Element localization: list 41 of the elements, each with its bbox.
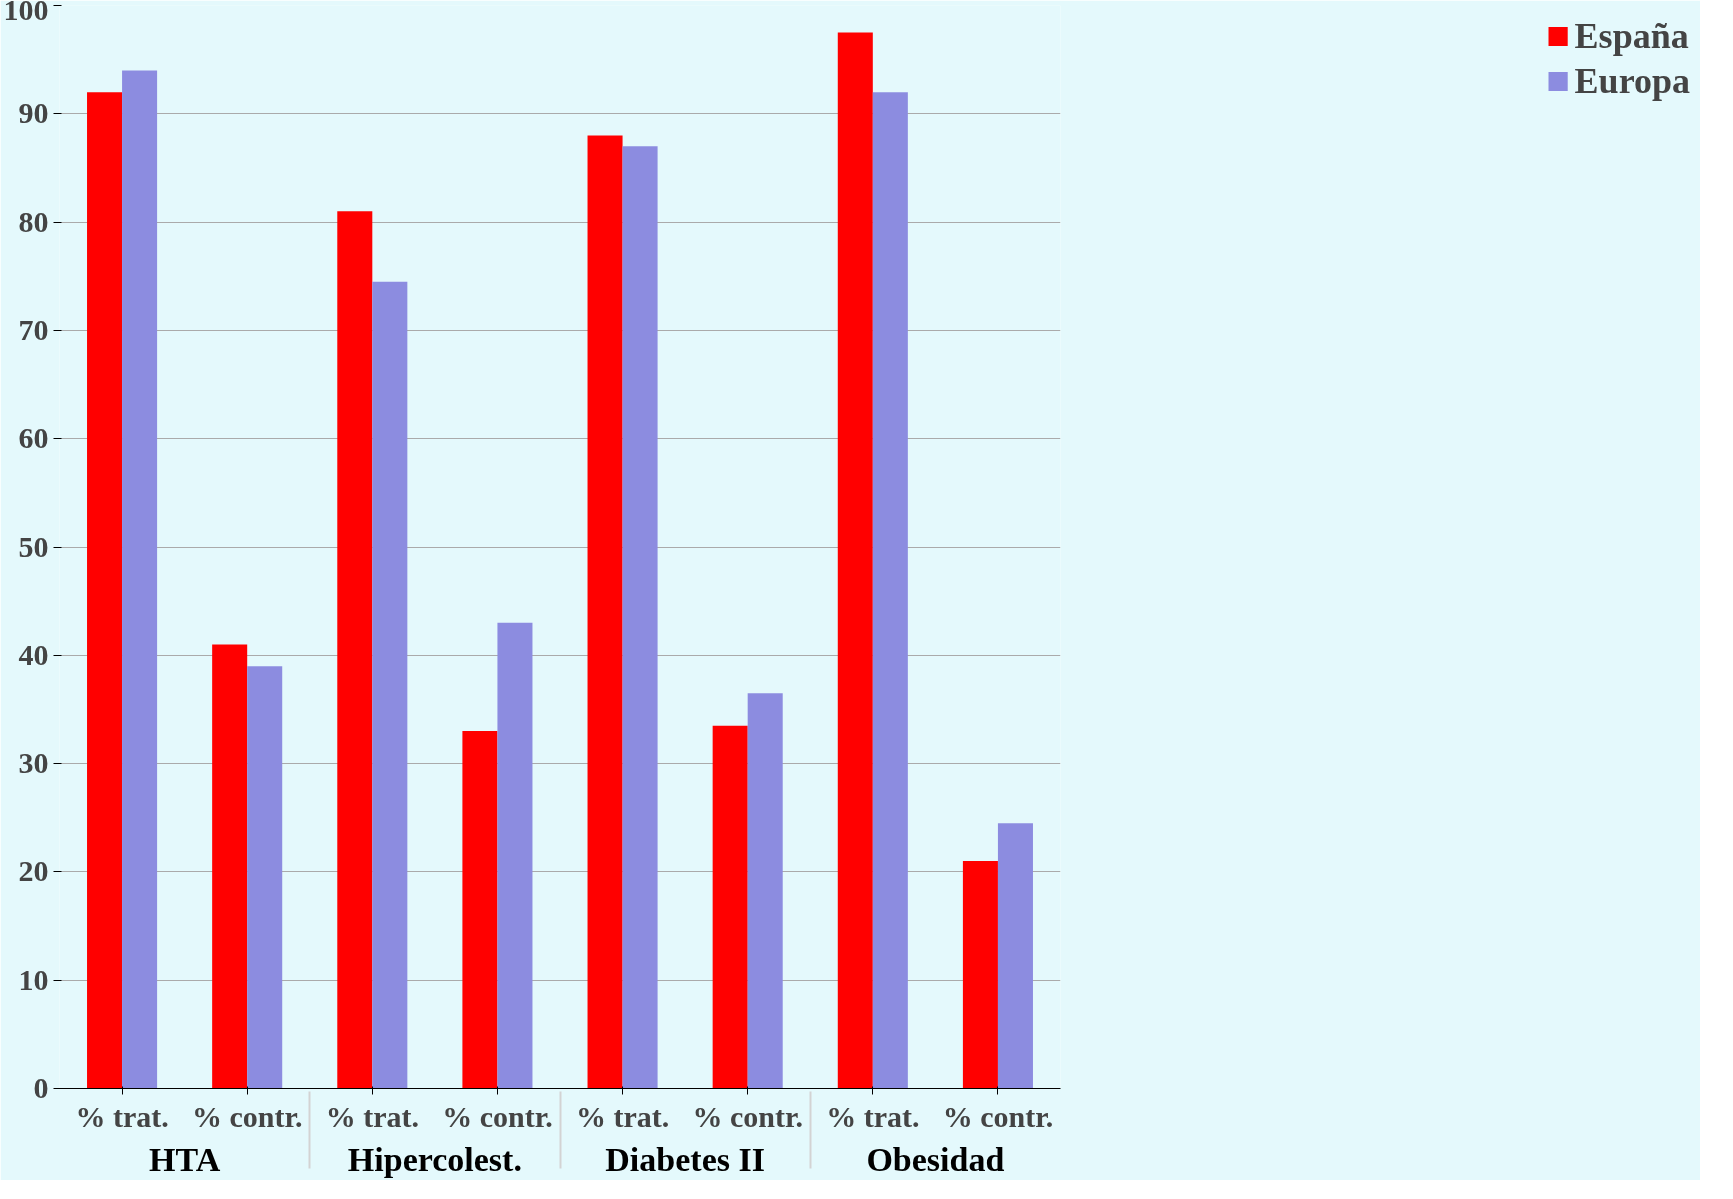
x-tick-label: % trat. xyxy=(826,1099,920,1133)
y-tick-label: 100 xyxy=(3,0,49,26)
x-tick-label: % trat. xyxy=(75,1099,169,1133)
bar xyxy=(622,146,658,1089)
bar xyxy=(837,32,873,1089)
x-tick-label: % contr. xyxy=(442,1099,553,1133)
y-tick-label: 20 xyxy=(18,854,49,888)
bar xyxy=(872,92,908,1089)
y-tick-label: 60 xyxy=(18,421,49,455)
text: Diabetes II xyxy=(605,1140,765,1178)
x-tick-label: % trat. xyxy=(575,1099,670,1133)
bar xyxy=(337,211,373,1089)
bar xyxy=(212,644,248,1089)
y-tick-label: 80 xyxy=(18,204,49,238)
legend-label: Europa xyxy=(1574,60,1690,102)
y-tick-label: 30 xyxy=(18,746,49,780)
bar xyxy=(587,135,623,1089)
y-tick-label: 10 xyxy=(18,962,49,996)
x-tick-label: % contr. xyxy=(942,1099,1054,1133)
bar xyxy=(87,92,123,1089)
y-tick-label: 70 xyxy=(18,312,49,346)
x-tick-label: % contr. xyxy=(692,1099,803,1133)
y-tick-label: 90 xyxy=(18,96,49,130)
bar xyxy=(747,693,783,1089)
text: Hipercolest. xyxy=(347,1140,522,1178)
text: HTA xyxy=(149,1140,221,1178)
x-tick-label: % contr. xyxy=(191,1099,303,1133)
legend-label: España xyxy=(1574,15,1689,57)
bar xyxy=(497,622,533,1089)
y-tick-label: 40 xyxy=(18,637,49,671)
bar xyxy=(712,725,748,1089)
y-tick-label: 50 xyxy=(18,529,49,563)
bar xyxy=(462,731,498,1089)
x-tick-label: % trat. xyxy=(325,1099,419,1133)
bar xyxy=(997,823,1033,1089)
bar xyxy=(372,281,408,1089)
bar xyxy=(247,666,283,1089)
bar xyxy=(962,861,998,1089)
bar xyxy=(122,70,158,1089)
y-tick-label: 0 xyxy=(33,1071,49,1104)
text: Obesidad xyxy=(866,1140,1005,1178)
